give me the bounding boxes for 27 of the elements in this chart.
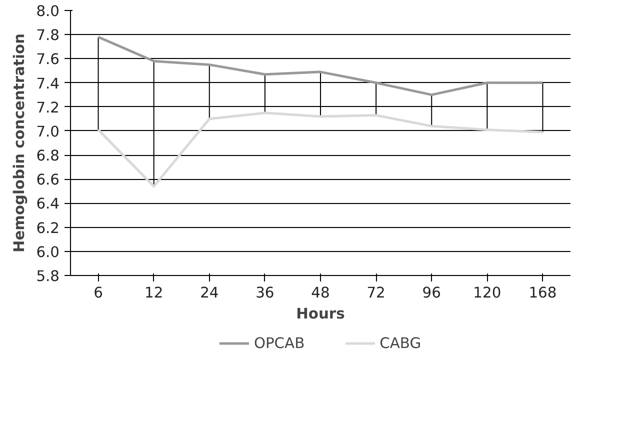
x-tick-label: 6 [94,284,103,302]
line-series [97,36,544,96]
y-tick-label: 7.4 [36,75,60,92]
x-tick-label: 168 [528,284,557,302]
x-tick-label: 48 [311,284,330,302]
y-tick-label: 8.0 [36,3,60,20]
x-tick-label: 120 [473,284,502,302]
y-tick-label: 6.8 [36,148,60,165]
x-axis-title: Hours [296,306,346,322]
y-tick-label: 7.8 [36,27,60,44]
y-tick-label: 5.8 [36,268,60,285]
y-tick-label: 6.2 [36,220,60,237]
y-tick-label: 6.4 [36,196,60,213]
legend-label: OPCAB [254,334,305,352]
y-tick-label: 6.0 [36,244,60,261]
y-axis-title: Hemoglobin concentration [11,33,28,253]
legend-label: CABG [380,334,422,352]
x-tick-label: 96 [422,284,441,302]
y-tick-label: 6.6 [36,172,60,189]
y-tick-label: 7.6 [36,51,60,68]
x-tick-label: 12 [144,284,164,302]
line-series [97,112,544,188]
x-tick-label: 72 [366,284,386,302]
y-tick-label: 7.2 [36,99,60,116]
x-tick-label: 36 [256,284,274,302]
x-tick-label: 24 [200,284,219,302]
y-tick-label: 7.0 [36,123,60,140]
